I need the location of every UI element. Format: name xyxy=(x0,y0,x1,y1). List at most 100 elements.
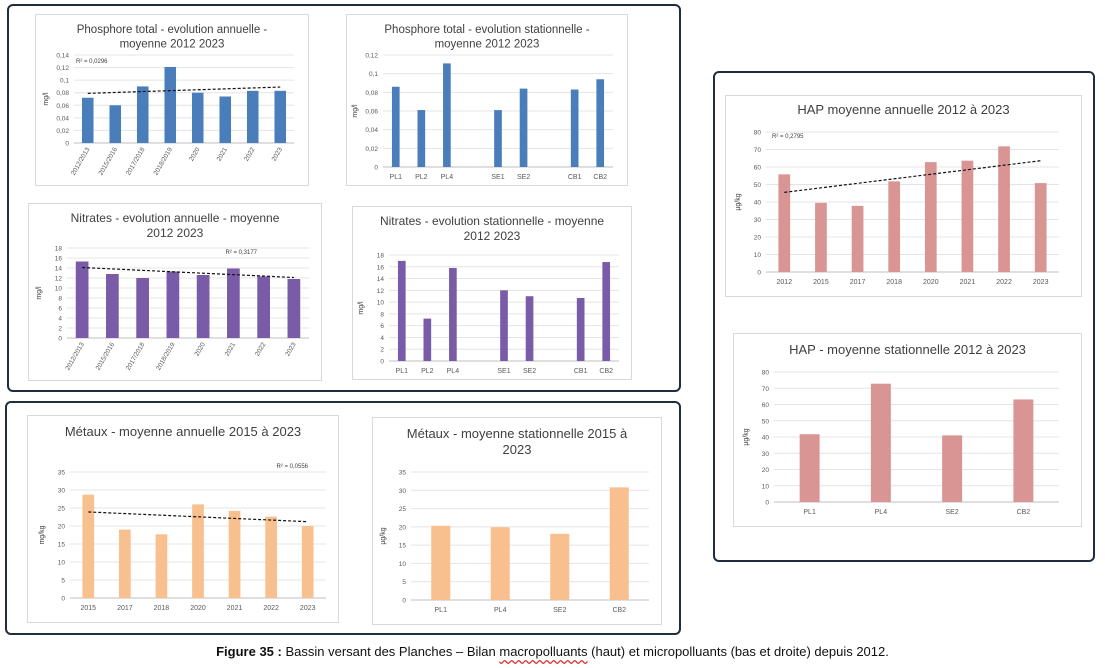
bar xyxy=(265,516,277,598)
bar xyxy=(109,105,122,143)
x-tick-label: 2023 xyxy=(284,341,297,357)
n-station-svg: Nitrates - evolution stationnelle - moye… xyxy=(358,214,619,375)
bar xyxy=(570,89,579,167)
y-tick-label: 0 xyxy=(380,359,384,366)
x-tick-label: 2020 xyxy=(194,341,207,357)
r-squared-label: R² = 0,0296 xyxy=(76,59,108,65)
y-tick-label: 8 xyxy=(380,311,384,318)
y-axis-label: mg/l xyxy=(36,286,43,300)
y-tick-label: 80 xyxy=(762,370,770,377)
nitrates-station-chart: Nitrates - evolution stationnelle - moye… xyxy=(352,206,632,380)
x-tick-label: PL4 xyxy=(441,174,454,181)
y-tick-label: 0,06 xyxy=(56,103,69,110)
x-tick-label: PL2 xyxy=(415,174,428,181)
bar xyxy=(815,202,827,272)
x-tick-label: SE2 xyxy=(523,368,536,375)
bar xyxy=(228,510,241,598)
x-tick-label: 2012 xyxy=(777,279,793,286)
bar xyxy=(423,318,432,361)
y-tick-label: 0,1 xyxy=(369,71,378,78)
bar xyxy=(576,297,585,361)
bar xyxy=(75,261,89,338)
y-tick-label: 70 xyxy=(754,147,762,154)
y-tick-label: 10 xyxy=(754,252,762,259)
trendline xyxy=(784,160,1041,193)
y-tick-label: 0,04 xyxy=(56,115,69,122)
x-tick-label: 2015/2016 xyxy=(95,341,117,371)
bar xyxy=(870,383,891,502)
y-tick-label: 25 xyxy=(58,506,66,513)
y-tick-label: 0 xyxy=(402,598,406,605)
bar xyxy=(81,97,94,143)
x-tick-label: 2015/2016 xyxy=(98,146,120,176)
metals-station-chart: Métaux - moyenne stationnelle 2015 à 2023… xyxy=(372,417,662,625)
x-tick-label: CB2 xyxy=(599,368,613,375)
x-tick-label: SE1 xyxy=(497,368,510,375)
x-tick-label: 2017 xyxy=(850,279,866,286)
y-tick-label: 0,1 xyxy=(60,78,69,85)
x-tick-label: CB2 xyxy=(593,174,607,181)
x-tick-label: CB2 xyxy=(612,607,626,614)
y-axis-label: mg/l xyxy=(352,104,359,118)
y-tick-label: 12 xyxy=(377,288,385,295)
y-tick-label: 10 xyxy=(762,483,770,490)
x-tick-label: SE1 xyxy=(491,174,504,181)
bar xyxy=(550,533,570,600)
y-axis-label: µg/kg xyxy=(380,527,387,544)
y-tick-label: 0 xyxy=(65,141,69,148)
y-axis-label: µg/kg xyxy=(735,193,742,210)
bar xyxy=(287,279,301,338)
bar xyxy=(525,296,534,361)
y-axis-label: µg/kg xyxy=(743,428,750,445)
bar xyxy=(391,86,400,167)
n-annual-svg: Nitrates - evolution annuelle - moyenne 2… xyxy=(36,211,309,372)
y-tick-label: 0,12 xyxy=(365,53,378,60)
y-tick-label: 0 xyxy=(374,165,378,172)
bar xyxy=(998,146,1010,272)
y-tick-label: 15 xyxy=(399,543,407,550)
x-tick-label: 2012/2013 xyxy=(64,341,86,371)
x-tick-label: 2022 xyxy=(996,279,1012,286)
bar xyxy=(246,90,259,143)
bar xyxy=(799,434,820,502)
r-squared-label: R² = 0,3177 xyxy=(225,250,257,256)
x-tick-label: PL1 xyxy=(803,509,816,516)
y-tick-label: 50 xyxy=(754,182,762,189)
x-tick-label: 2023 xyxy=(300,605,316,612)
bar xyxy=(431,525,451,600)
x-tick-label: 2018 xyxy=(154,605,170,612)
bar xyxy=(274,90,287,143)
x-tick-label: PL4 xyxy=(494,607,507,614)
nitrates-annual-chart: Nitrates - evolution annuelle - moyenne 2… xyxy=(28,203,322,381)
y-tick-label: 20 xyxy=(754,235,762,242)
chart-title: Phosphore total - evolution annuelle - xyxy=(77,24,268,36)
y-tick-label: 30 xyxy=(399,488,407,495)
y-tick-label: 60 xyxy=(762,402,770,409)
bar xyxy=(191,92,204,143)
bar xyxy=(136,278,149,338)
y-tick-label: 0,02 xyxy=(56,128,69,135)
x-tick-label: 2012/2013 xyxy=(70,146,92,176)
y-tick-label: 6 xyxy=(58,306,62,313)
bar xyxy=(500,290,508,361)
y-tick-label: 18 xyxy=(377,253,385,260)
y-tick-label: 8 xyxy=(58,296,62,303)
bar xyxy=(106,274,119,338)
y-tick-label: 40 xyxy=(754,200,762,207)
x-tick-label: 2018/2019 xyxy=(153,146,175,176)
y-tick-label: 30 xyxy=(762,451,770,458)
bar xyxy=(136,86,149,143)
chart-title: Nitrates - evolution annuelle - moyenne xyxy=(71,211,280,225)
caption-squiggle-word: macropolluants xyxy=(499,644,588,659)
x-tick-label: 2020 xyxy=(923,279,939,286)
y-axis-label: mg/kg xyxy=(39,525,46,544)
chart-title: HAP moyenne annuelle 2012 à 2023 xyxy=(797,102,1009,117)
x-tick-label: 2020 xyxy=(190,605,206,612)
h-annual-svg: HAP moyenne annuelle 2012 à 2023 0 10 20 30 4… xyxy=(735,102,1059,286)
bar xyxy=(596,79,605,167)
bar xyxy=(924,162,937,272)
chart-title: Phosphore total - evolution stationnelle… xyxy=(384,24,589,36)
x-tick-label: 2017 xyxy=(117,605,133,612)
y-tick-label: 10 xyxy=(55,286,63,293)
bar xyxy=(778,174,791,272)
